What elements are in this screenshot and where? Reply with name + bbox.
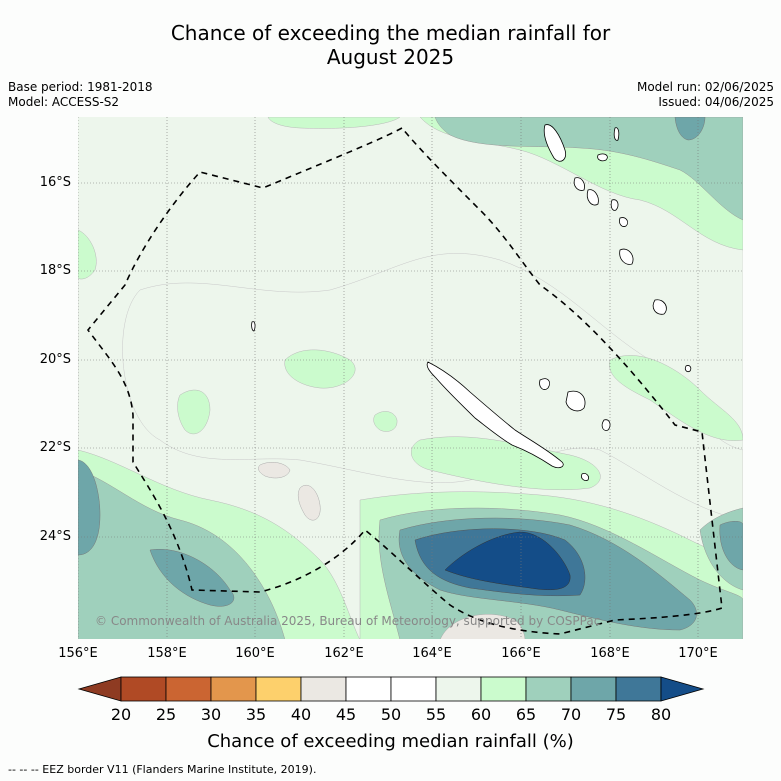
colorbar-bin [570, 676, 617, 702]
colorbar-bin [255, 676, 302, 702]
vanuatu-island-a [597, 153, 608, 162]
meta-left: Base period: 1981-2018 Model: ACCESS-S2 [8, 80, 153, 110]
colorbar-tick-label: 45 [335, 705, 357, 724]
vanuatu-tanna [619, 248, 634, 265]
contour-70-75-west [78, 459, 101, 556]
chart-title-line-2: August 2025 [326, 45, 455, 69]
contour-60-65-mid [284, 349, 356, 389]
contour-65-70-ne [434, 117, 743, 221]
colorbar-tick-label: 25 [155, 705, 177, 724]
vanuatu-espiritu-santo [543, 124, 567, 162]
vanuatu-efate [619, 217, 628, 227]
colorbar-tick-label: 75 [605, 705, 627, 724]
contour-40-45-b [297, 484, 321, 521]
loyalty-island-2 [565, 390, 586, 412]
vanuatu-island-b [573, 177, 585, 191]
colorbar-bin [345, 676, 392, 702]
vanuatu-island-d [610, 199, 619, 211]
colorbar-tick-label: 60 [470, 705, 492, 724]
meta-right: Model run: 02/06/2025 Issued: 04/06/2025 [637, 80, 774, 110]
loyalty-island-1 [539, 378, 550, 390]
colorbar-tick-label: 50 [380, 705, 402, 724]
chesterfield-reef [251, 321, 256, 332]
lon-label-166e: 166°E [501, 646, 541, 661]
copyright-text: © Commonwealth of Australia 2025, Bureau… [95, 614, 601, 628]
contour-40-45-a [258, 462, 291, 479]
colorbar-bin [390, 676, 437, 702]
vanuatu-aneityum [652, 299, 667, 315]
colorbar-tick-label: 35 [245, 705, 267, 724]
rainfall-probability-map [78, 117, 743, 639]
lat-label-18s: 18°S [39, 263, 71, 278]
colorbar-bin [615, 676, 662, 702]
colorbar-bin [165, 676, 212, 702]
lat-label-22s: 22°S [39, 440, 71, 455]
colorbar-tick-label: 70 [560, 705, 582, 724]
model-text: Model: ACCESS-S2 [8, 95, 120, 109]
eez-footnote: -- -- -- EEZ border V11 (Flanders Marine… [8, 763, 317, 776]
colorbar-bin [210, 676, 257, 702]
lon-label-170e: 170°E [678, 646, 718, 661]
colorbar-bin [300, 676, 347, 702]
isle-of-pines [581, 473, 589, 481]
lon-label-162e: 162°E [324, 646, 364, 661]
contour-40-45-south [440, 614, 526, 639]
new-caledonia-island [426, 361, 564, 469]
lon-label-168e: 168°E [590, 646, 630, 661]
colorbar [77, 676, 705, 702]
lon-label-156e: 156°E [58, 646, 98, 661]
base-period-text: Base period: 1981-2018 [8, 80, 153, 94]
contour-70-75-east [719, 521, 743, 571]
loyalty-island-3 [601, 419, 611, 431]
lat-label-20s: 20°S [39, 352, 71, 367]
colorbar-tick-label: 55 [425, 705, 447, 724]
colorbar-tick-label: 40 [290, 705, 312, 724]
vanuatu-island-c [586, 189, 599, 206]
contour-70-75-ne [674, 117, 706, 141]
colorbar-bin [435, 676, 482, 702]
lon-label-158e: 158°E [147, 646, 187, 661]
lat-label-16s: 16°S [39, 175, 71, 190]
contour-60-65-center [373, 411, 398, 432]
contour-over-80-core [444, 531, 571, 591]
colorbar-tick-label: 20 [110, 705, 132, 724]
colorbar-over-triangle [660, 676, 705, 702]
contour-60-65-sw [177, 389, 211, 435]
lat-label-24s: 24°S [39, 529, 71, 544]
lon-label-160e: 160°E [235, 646, 275, 661]
colorbar-bin [480, 676, 527, 702]
colorbar-bin [525, 676, 572, 702]
colorbar-bin [120, 676, 167, 702]
model-run-text: Model run: 02/06/2025 [636, 80, 774, 94]
colorbar-tick-label: 80 [650, 705, 672, 724]
colorbar-under-triangle [77, 676, 122, 702]
contour-70-75-south [149, 548, 235, 607]
eez-border [86, 126, 723, 635]
colorbar-tick-label: 30 [200, 705, 222, 724]
lon-label-164e: 164°E [412, 646, 452, 661]
colorbar-tick-label: 65 [515, 705, 537, 724]
vanuatu-north-island [613, 127, 620, 141]
chart-title-line-1: Chance of exceeding the median rainfall … [170, 21, 611, 45]
matthew-hunter-island [684, 365, 692, 373]
gridlines [78, 117, 743, 639]
contour-60-65-top [267, 117, 401, 129]
colorbar-label: Chance of exceeding median rainfall (%) [207, 731, 574, 752]
contour-60-65-right [609, 355, 743, 441]
contour-60-65-west [78, 229, 97, 280]
issued-text: Issued: 04/06/2025 [658, 95, 774, 109]
coastlines [251, 124, 692, 481]
